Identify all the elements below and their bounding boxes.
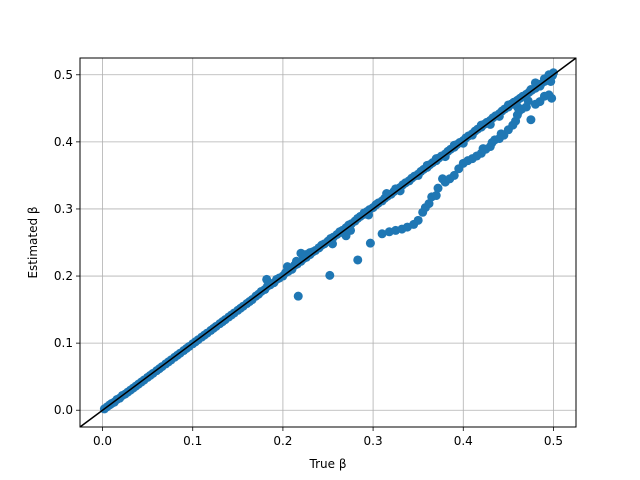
- x-tick-label: 0.5: [544, 434, 563, 448]
- data-point: [262, 274, 272, 284]
- data-point: [377, 229, 387, 239]
- x-tick-label: 0.4: [454, 434, 473, 448]
- y-tick-label: 0.0: [54, 403, 73, 417]
- y-tick-label: 0.3: [54, 202, 73, 216]
- data-point: [547, 93, 557, 103]
- y-axis-label: Estimated β: [26, 206, 40, 278]
- data-point: [325, 270, 335, 280]
- y-tick-label: 0.4: [54, 135, 73, 149]
- data-point: [478, 144, 488, 154]
- y-axis-ticks: 0.0 0.1 0.2 0.3 0.4 0.5: [54, 68, 80, 417]
- x-tick-label: 0.2: [273, 434, 292, 448]
- data-point: [382, 189, 392, 199]
- data-point: [365, 238, 375, 248]
- data-point: [511, 116, 521, 126]
- x-tick-label: 0.1: [183, 434, 202, 448]
- x-axis-ticks: 0.0 0.1 0.2 0.3 0.4 0.5: [93, 427, 563, 448]
- data-point: [526, 85, 536, 95]
- y-tick-label: 0.1: [54, 336, 73, 350]
- x-tick-label: 0.3: [364, 434, 383, 448]
- data-point: [364, 210, 374, 220]
- y-tick-label: 0.5: [54, 68, 73, 82]
- grid: [80, 58, 576, 427]
- data-point: [449, 170, 459, 180]
- data-point: [548, 68, 558, 78]
- x-axis-label: True β: [309, 457, 347, 471]
- x-tick-label: 0.0: [93, 434, 112, 448]
- data-point: [282, 262, 292, 272]
- data-point: [373, 199, 383, 209]
- y-tick-label: 0.2: [54, 269, 73, 283]
- identity-reference-line: [79, 57, 577, 428]
- data-point: [487, 138, 497, 148]
- data-point: [431, 191, 441, 201]
- data-point: [433, 183, 443, 193]
- data-point: [496, 129, 506, 139]
- data-point: [413, 215, 423, 225]
- data-point: [523, 96, 533, 106]
- data-point: [514, 106, 524, 116]
- data-point: [353, 255, 363, 265]
- data-point: [395, 186, 405, 196]
- data-point: [485, 119, 495, 129]
- data-point: [526, 115, 536, 125]
- plot-frame: [79, 57, 577, 428]
- data-point: [293, 291, 303, 301]
